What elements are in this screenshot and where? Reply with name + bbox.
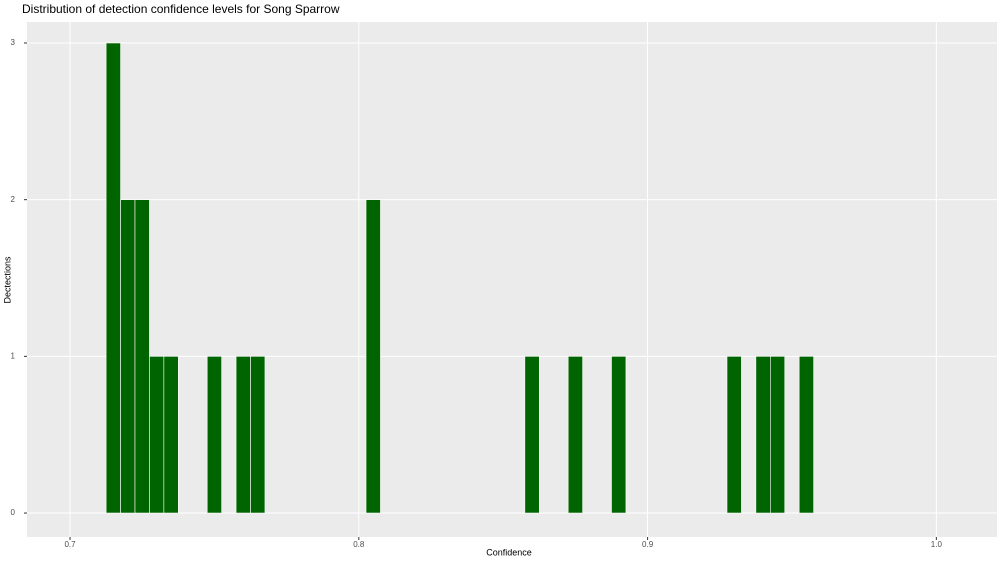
x-tick-label: 0.9 xyxy=(642,540,654,549)
y-tick-label: 0 xyxy=(11,508,16,517)
x-axis-label: Confidence xyxy=(486,547,532,557)
bar xyxy=(798,356,814,514)
bar xyxy=(726,356,742,514)
bar xyxy=(524,356,540,514)
bar xyxy=(567,356,583,514)
chart-title: Distribution of detection confidence lev… xyxy=(22,2,340,16)
bar xyxy=(770,356,786,514)
x-tick-label: 0.8 xyxy=(353,540,365,549)
bar xyxy=(120,199,136,514)
bar xyxy=(250,356,266,514)
bar xyxy=(755,356,771,514)
bar xyxy=(206,356,222,514)
y-tick-label: 1 xyxy=(11,351,16,360)
bar xyxy=(365,199,381,514)
x-tick-label: 0.7 xyxy=(64,540,76,549)
panel xyxy=(27,22,997,537)
bar xyxy=(235,356,251,514)
bar xyxy=(149,356,165,514)
x-tick-label: 1.0 xyxy=(931,540,943,549)
y-tick-label: 2 xyxy=(11,195,16,204)
y-tick-label: 3 xyxy=(11,38,16,47)
bar xyxy=(105,42,121,514)
bar xyxy=(611,356,627,514)
bar xyxy=(163,356,179,514)
bar xyxy=(134,199,150,514)
y-axis-label: Dectections xyxy=(2,256,12,304)
